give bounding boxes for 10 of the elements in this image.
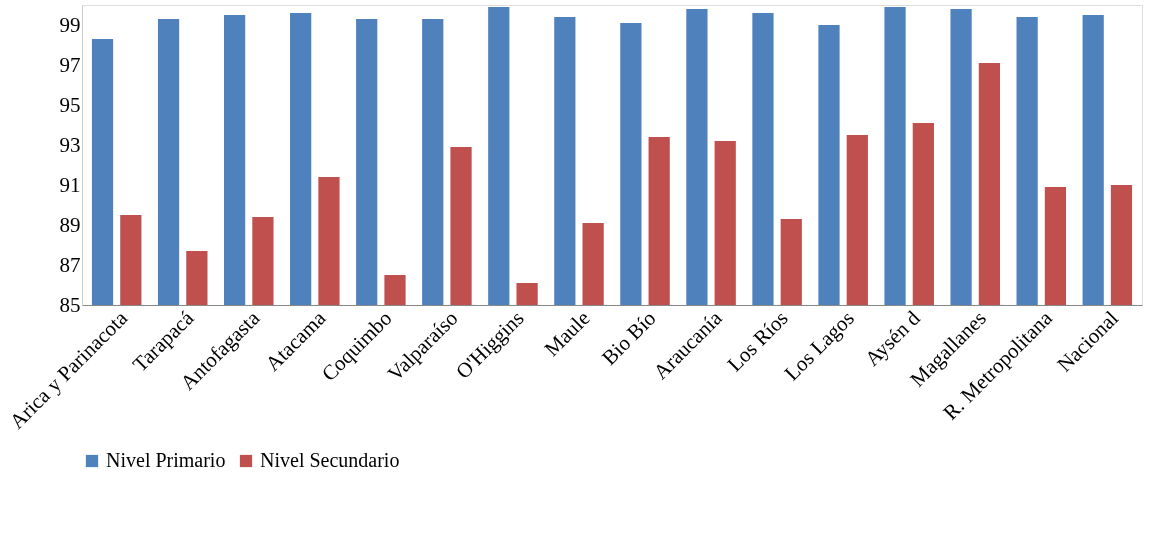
y-tick-label: 89 — [59, 212, 81, 237]
legend-label: Nivel Primario — [106, 449, 226, 471]
y-tick-label: 95 — [59, 92, 81, 117]
y-tick-label: 87 — [59, 252, 81, 277]
legend-label: Nivel Secundario — [260, 449, 400, 471]
y-tick-label: 91 — [59, 172, 81, 197]
y-tick-label: 85 — [59, 292, 81, 317]
y-tick-label: 93 — [59, 132, 81, 157]
y-tick-label: 97 — [59, 52, 81, 77]
y-tick-label: 99 — [59, 12, 81, 37]
